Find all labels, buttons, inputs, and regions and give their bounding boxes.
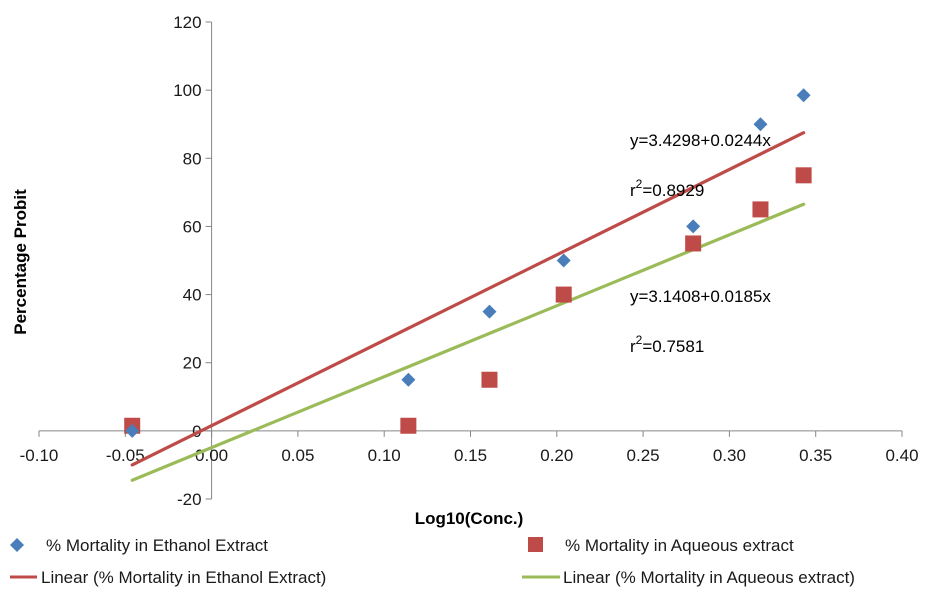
legend-label: % Mortality in Ethanol Extract: [46, 536, 268, 555]
x-tick-label: 0.40: [885, 446, 918, 465]
aqueous-data-point: [752, 201, 769, 218]
aqueous-r-squared: r2=0.7581: [630, 333, 704, 356]
ethanol-data-point: [556, 253, 571, 268]
data-points: [124, 88, 812, 438]
legend-square-marker: [528, 537, 543, 552]
x-tick-label: 0.35: [799, 446, 832, 465]
y-tick-label: 80: [183, 149, 202, 168]
y-tick-label: 120: [173, 13, 201, 32]
legend-item-aqueous-points: % Mortality in Aqueous extract: [528, 536, 794, 555]
y-tick-label: 40: [183, 286, 202, 305]
ethanol-data-point: [482, 304, 497, 319]
aqueous-data-point: [555, 286, 572, 303]
x-tick-label: 0.10: [368, 446, 401, 465]
ethanol-data-point: [401, 372, 416, 387]
ethanol-data-point: [796, 88, 811, 103]
legend-item-aqueous-trend: Linear (% Mortality in Aqueous extract): [522, 568, 855, 587]
ethanol-equation: y=3.4298+0.0244x: [630, 131, 771, 150]
aqueous-data-point: [481, 371, 498, 388]
ethanol-trendline: [130, 131, 806, 467]
y-tick-label: -20: [177, 490, 202, 509]
x-tick-label: 0.15: [454, 446, 487, 465]
legend-label: Linear (% Mortality in Ethanol Extract): [41, 568, 326, 587]
aqueous-data-point: [400, 417, 417, 434]
aqueous-equation: y=3.1408+0.0185x: [630, 287, 771, 306]
legend-item-ethanol-points: % Mortality in Ethanol Extract: [10, 536, 268, 555]
ethanol-data-point: [753, 117, 768, 132]
axes: -20020406080100120-0.10-0.050.000.050.10…: [20, 13, 919, 509]
annotations: y=3.4298+0.0244x r2=0.8929 y=3.1408+0.01…: [630, 131, 771, 356]
y-tick-label: 20: [183, 354, 202, 373]
x-tick-label: -0.05: [106, 446, 145, 465]
y-axis-title: Percentage Probit: [11, 189, 30, 335]
legend-label: Linear (% Mortality in Aqueous extract): [563, 568, 855, 587]
ethanol-data-point: [125, 423, 140, 438]
aqueous-data-point: [795, 167, 812, 184]
y-tick-label: 100: [173, 81, 201, 100]
x-tick-label: 0.20: [540, 446, 573, 465]
x-tick-label: 0.30: [713, 446, 746, 465]
y-tick-label: 60: [183, 217, 202, 236]
x-tick-label: 0.25: [627, 446, 660, 465]
legend-label: % Mortality in Aqueous extract: [565, 536, 794, 555]
aqueous-data-point: [685, 235, 702, 252]
legend: % Mortality in Ethanol Extract % Mortali…: [10, 536, 855, 587]
legend-item-ethanol-trend: Linear (% Mortality in Ethanol Extract): [10, 568, 326, 587]
ethanol-r-squared: r2=0.8929: [630, 177, 704, 200]
x-tick-label: 0.05: [281, 446, 314, 465]
ethanol-data-point: [686, 219, 701, 234]
legend-diamond-marker: [10, 538, 24, 552]
x-tick-label: -0.10: [20, 446, 59, 465]
x-axis-title: Log10(Conc.): [415, 509, 524, 528]
